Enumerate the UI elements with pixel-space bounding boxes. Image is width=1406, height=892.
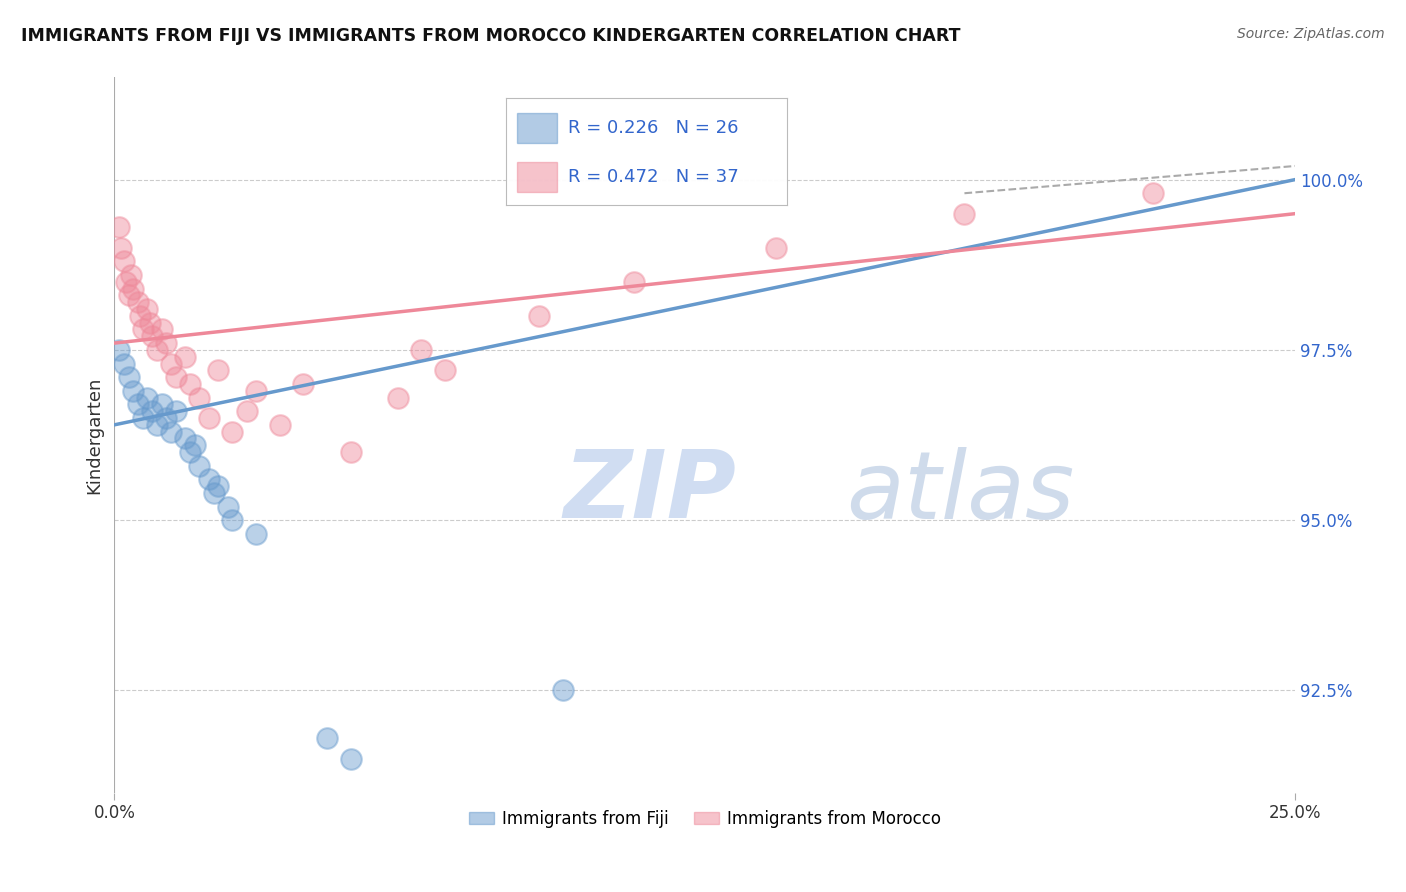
Text: IMMIGRANTS FROM FIJI VS IMMIGRANTS FROM MOROCCO KINDERGARTEN CORRELATION CHART: IMMIGRANTS FROM FIJI VS IMMIGRANTS FROM … xyxy=(21,27,960,45)
Point xyxy=(188,391,211,405)
Point xyxy=(146,417,169,432)
Text: R = 0.472   N = 37: R = 0.472 N = 37 xyxy=(568,169,738,186)
Point xyxy=(339,445,361,459)
Point xyxy=(198,411,221,425)
Y-axis label: Kindergarten: Kindergarten xyxy=(86,376,103,494)
Point xyxy=(127,397,149,411)
Point xyxy=(316,731,339,746)
Point xyxy=(202,486,225,500)
Point xyxy=(110,241,132,255)
Point xyxy=(953,207,976,221)
Point xyxy=(188,458,211,473)
Point xyxy=(245,384,267,398)
Point xyxy=(150,397,173,411)
Point xyxy=(165,370,187,384)
Text: atlas: atlas xyxy=(846,447,1074,538)
Point xyxy=(136,301,159,316)
Point xyxy=(387,391,409,405)
Point xyxy=(117,370,139,384)
Point xyxy=(122,282,145,296)
Point xyxy=(217,500,239,514)
Point xyxy=(183,438,205,452)
Point xyxy=(339,751,361,765)
Point xyxy=(155,336,177,351)
Point xyxy=(221,513,243,527)
Point xyxy=(160,425,183,439)
Text: Source: ZipAtlas.com: Source: ZipAtlas.com xyxy=(1237,27,1385,41)
Point xyxy=(174,350,197,364)
Point xyxy=(108,220,131,235)
Point xyxy=(139,316,162,330)
Point xyxy=(269,417,291,432)
Point xyxy=(127,295,149,310)
Point xyxy=(551,683,574,698)
FancyBboxPatch shape xyxy=(517,162,557,193)
Point xyxy=(411,343,433,357)
Point xyxy=(245,526,267,541)
Point xyxy=(112,357,135,371)
Point xyxy=(433,363,456,377)
Text: ZIP: ZIP xyxy=(562,446,735,538)
Point xyxy=(623,275,645,289)
Point xyxy=(117,288,139,302)
Point xyxy=(141,404,163,418)
Point xyxy=(179,376,201,391)
Point xyxy=(120,268,142,282)
Point xyxy=(1142,186,1164,201)
Point xyxy=(155,411,177,425)
Point xyxy=(122,384,145,398)
Point xyxy=(146,343,169,357)
Point xyxy=(132,411,155,425)
Point xyxy=(136,391,159,405)
FancyBboxPatch shape xyxy=(517,113,557,143)
Point xyxy=(160,357,183,371)
Legend: Immigrants from Fiji, Immigrants from Morocco: Immigrants from Fiji, Immigrants from Mo… xyxy=(463,803,948,834)
Point xyxy=(108,343,131,357)
Point xyxy=(529,309,551,323)
Point xyxy=(207,363,229,377)
Point xyxy=(179,445,201,459)
Point xyxy=(207,479,229,493)
Point xyxy=(112,254,135,268)
Point xyxy=(115,275,138,289)
Point xyxy=(129,309,152,323)
Point xyxy=(221,425,243,439)
Point xyxy=(165,404,187,418)
Point xyxy=(132,322,155,336)
Point xyxy=(292,376,315,391)
Point xyxy=(235,404,257,418)
Point xyxy=(765,241,787,255)
Point xyxy=(141,329,163,343)
Point xyxy=(198,472,221,486)
Point xyxy=(174,432,197,446)
Text: R = 0.226   N = 26: R = 0.226 N = 26 xyxy=(568,120,738,137)
Point xyxy=(150,322,173,336)
